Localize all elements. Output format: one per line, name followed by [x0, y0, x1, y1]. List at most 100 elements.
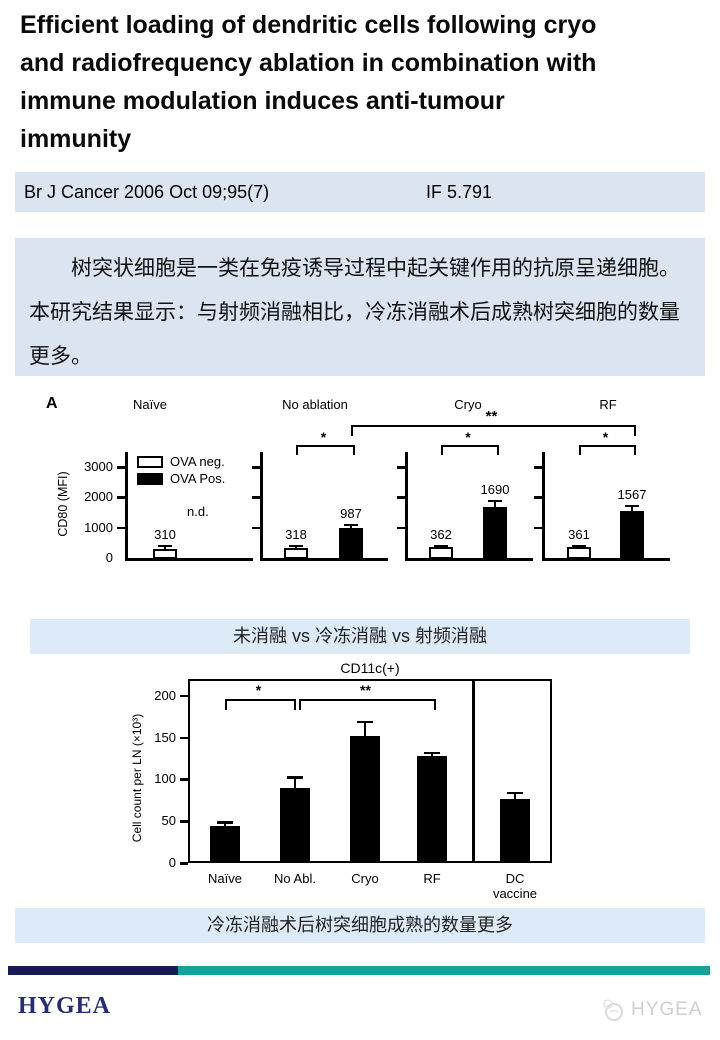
figure-b-error-cap	[357, 720, 373, 724]
figure-b-tick	[180, 820, 188, 823]
figure-b-error-cap	[424, 751, 440, 755]
figure-a-bar	[153, 548, 177, 559]
figure-a-tick	[117, 496, 125, 499]
figure-a-legend-label: OVA neg.	[170, 454, 225, 469]
figure-a-y-axis	[260, 452, 263, 561]
figure-a-bar	[339, 528, 363, 559]
impact-factor: IF 5.791	[426, 182, 493, 202]
figure-a-error-cap	[434, 545, 448, 548]
hygea-globe-icon	[600, 997, 626, 1023]
figure-a-bar-value: 310	[154, 526, 176, 542]
figure-a-legend-label: OVA Pos.	[170, 471, 226, 486]
figure-a-sig-bracket	[441, 445, 499, 455]
figure-a-error-cap	[572, 545, 586, 548]
figure-b-error-line	[224, 821, 226, 827]
figure-b-x-label: Naïve	[208, 871, 242, 886]
figure-b-tick	[180, 778, 188, 781]
journal-info-bar: Br J Cancer 2006 Oct 09;95(7) IF 5.791	[15, 172, 705, 212]
figure-b-error-cap	[217, 821, 233, 824]
figure-a-error-cap	[488, 499, 502, 502]
figure-b-tick-label: 100	[154, 771, 176, 787]
figure-a-bar-value: 1567	[617, 487, 647, 503]
figure-a-bar	[567, 547, 591, 559]
figure-b-title: CD11c(+)	[340, 660, 400, 676]
page-title: Efficient loading of dendritic cells fol…	[20, 6, 692, 158]
figure-a-error-cap	[344, 524, 358, 527]
figure-a-error-line	[494, 499, 496, 507]
figure-a-tick	[252, 526, 260, 530]
figure-a-panel-title: RF	[599, 397, 617, 412]
figure-b-tick-label: 200	[154, 687, 176, 703]
figure-a-bar-value: 987	[340, 506, 362, 522]
figure-a-panel-title: Naïve	[133, 397, 167, 412]
figure-a-y-axis	[125, 452, 128, 561]
figure-a-sig-label: *	[602, 429, 609, 445]
figure-a-x-axis	[405, 558, 533, 561]
figure-a-tick-label: 2000	[84, 489, 113, 505]
figure-a-tick	[397, 496, 405, 499]
figure-a-nd-note: n.d.	[187, 504, 209, 519]
figure-a-sig-bracket	[296, 445, 355, 455]
page-title-line-3: immune modulation induces anti-tumour	[20, 87, 505, 115]
figure-b-x-label: Cryo	[351, 871, 379, 886]
figure-a-sig-label: *	[320, 429, 327, 445]
figure-b-tick-label: 150	[154, 729, 176, 745]
figure-b-error-line	[364, 720, 366, 736]
figure-a-tick	[397, 466, 405, 469]
figure-b-sig-bracket	[225, 699, 296, 710]
footer-divider-navy	[8, 966, 178, 975]
figure-b-tick	[180, 862, 188, 865]
figure-a-tick	[252, 496, 260, 499]
figure-a-sig-label: *	[465, 429, 471, 445]
figure-b-caption: 冷冻消融术后树突细胞成熟的数量更多	[15, 908, 705, 943]
watermark: HYGEA	[600, 997, 703, 1023]
figure-b-sig-label: **	[360, 682, 371, 698]
figure-a-cd80-chart: A CD80 (MFI) Naïve 0 1000 2000 3000 OVA neg. OVA…	[30, 385, 690, 597]
figure-a-y-axis-label: CD80 (MFI)	[56, 471, 70, 537]
figure-a-error-cap	[625, 505, 639, 508]
figure-b-x-label: No Abl.	[274, 871, 316, 886]
figure-b-bar	[500, 798, 530, 863]
figure-b-bar	[280, 787, 310, 863]
figure-b-tick	[180, 736, 188, 740]
figure-b-error-line	[514, 791, 516, 799]
figure-b-bar	[210, 826, 240, 863]
figure-a-x-axis	[260, 558, 388, 561]
figure-a-tick-label: 0	[105, 550, 113, 565]
figure-a-cross-sig-bracket	[351, 425, 636, 436]
figure-a-bar-value: 362	[430, 527, 452, 543]
figure-b-tick	[180, 694, 188, 698]
figure-a-panel-title: No ablation	[282, 397, 348, 412]
figure-b-sig-label: *	[255, 682, 262, 698]
figure-a-sig-bracket	[579, 445, 636, 455]
figure-a-tick	[117, 466, 125, 469]
figure-a-tick	[534, 496, 542, 499]
brand-logo-text: HYGEA	[18, 993, 112, 1019]
figure-b-panel-divider	[472, 679, 475, 863]
page-title-line-2: and radiofrequency ablation in combinati…	[20, 49, 597, 77]
figure-a-tick	[534, 466, 542, 469]
figure-a-tick	[252, 466, 260, 469]
figure-b-error-cap	[507, 791, 523, 795]
figure-a-y-axis	[405, 452, 408, 561]
journal-citation: Br J Cancer 2006 Oct 09;95(7)	[24, 182, 270, 202]
figure-b-x-label: RF	[423, 871, 441, 886]
figure-a-error-cap	[158, 544, 172, 547]
figure-a-cross-sig-label: **	[485, 408, 498, 425]
figure-a-bar-value: 1690	[480, 481, 510, 497]
figure-a-caption: 未消融 vs 冷冻消融 vs 射频消融	[30, 619, 690, 654]
figure-a-bar	[620, 510, 644, 559]
figure-a-bar-value: 361	[568, 527, 590, 543]
figure-a-error-line	[631, 505, 633, 511]
figure-a-panel-letter: A	[46, 395, 58, 412]
figure-a-tick	[117, 526, 125, 530]
figure-a-x-axis	[125, 558, 253, 561]
figure-a-bar	[483, 506, 507, 559]
figure-a-panel-title: Cryo	[454, 397, 482, 412]
figure-a-x-axis	[542, 558, 670, 561]
figure-a-bar	[429, 547, 453, 559]
figure-a-bar-value: 318	[285, 526, 307, 542]
figure-a-y-axis	[542, 452, 545, 561]
figure-b-x-label: DC vaccine	[492, 871, 538, 901]
figure-a-error-cap	[289, 544, 303, 547]
